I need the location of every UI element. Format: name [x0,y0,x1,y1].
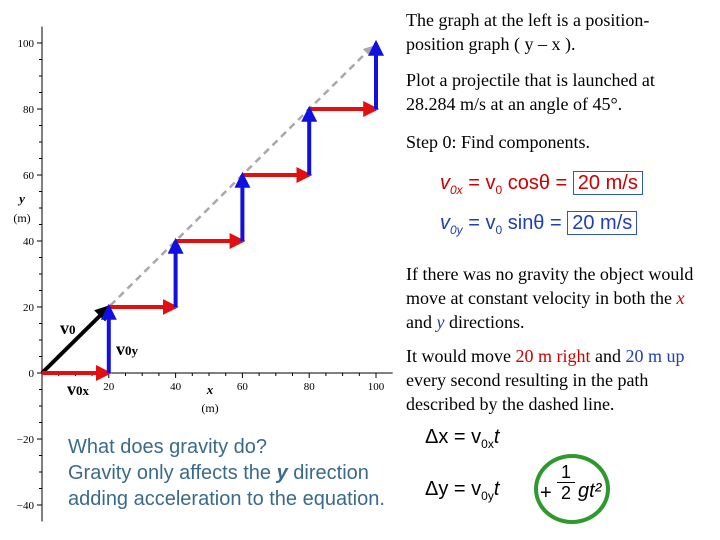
v0y-symbol: v [116,339,125,359]
no-gravity-part1: If there was no gravity the object would… [406,264,694,308]
gravity-answer: Gravity only affects the y direction add… [68,460,398,512]
gravity-answer-part1: Gravity only affects the [68,462,277,484]
dy-equation: Δy = v0yt [425,478,499,503]
v0y-eq-lhs-symbol: v [440,212,450,234]
v0-label: v0 [60,318,76,339]
v0y-eq-rhs: = v0 sinθ = [468,212,562,237]
x-tick-label: 40 [170,381,182,393]
no-gravity-x: x [676,288,685,308]
dy-eq-t: t [493,478,500,500]
gravity-question: What does gravity do? [68,436,267,458]
move-up: up [666,346,685,366]
y-tick-label: 20 [23,302,35,314]
v0y-eq-lhs: v0y [440,212,463,237]
v0x-eq-rhs-symbol: = v [468,172,496,194]
v0y-equation: v0y = v0 sinθ = 20 m/s [440,211,638,237]
gravity-fraction: 1 2 [557,462,575,503]
v0y-value-box: 20 m/s [567,211,638,235]
move-end: every second resulting in the path descr… [406,370,649,414]
y-tick-label: 100 [18,38,35,50]
y-tick-label: −40 [17,500,35,512]
no-gravity-y: y [436,312,445,332]
y-axis-unit: (m) [13,211,30,225]
x-tick-label: 80 [304,381,316,393]
v0x-eq-lhs: v0x [440,172,463,197]
v0x-value-box: 20 m/s [572,171,643,195]
no-gravity-text: If there was no gravity the object would… [406,262,706,334]
x-axis-label: x [206,382,214,397]
v0x-eq-rhs-sub: 0 [495,183,503,197]
dx-eq-sub: 0x [481,437,494,451]
v0x-label: v0x [67,379,89,400]
v0-subscript: 0 [69,322,76,337]
gravity-answer-y: y [276,462,288,484]
v0y-eq-rhs-symbol: = v [468,212,496,234]
y-axis-label: y [17,191,25,206]
intro-text: The graph at the left is a position-posi… [406,10,650,54]
position-position-graph: 100 80 60 40 20 0 −20 −40 20 40 60 80 100 y (m) x (m) [13,26,393,522]
x-tick-label: 60 [237,381,249,393]
dx-equation: Δx = v0xt [425,426,499,451]
tick-labels: 100 80 60 40 20 0 −20 −40 20 40 60 80 100 y (m) x (m) [13,38,384,512]
v0x-subscript: 0x [76,383,89,398]
v0-vector [40,304,112,375]
v0x-eq-rhs: = v0 cosθ = [468,172,568,197]
y-tick-label: 80 [23,104,35,116]
gravity-plus: + [540,482,552,504]
move-text: It would move 20 m right and 20 m up eve… [406,344,706,416]
step-vectors [40,39,384,381]
v0x-equation: v0x = v0 cosθ = 20 m/s [440,171,643,197]
y-tick-label: 40 [23,236,35,248]
y-tick-label: 0 [29,368,35,380]
move-and: and [590,346,626,366]
x-axis-unit: (m) [201,401,218,415]
v0y-label: v0y [116,339,138,360]
gravity-term: gt² [578,480,602,502]
fraction-denominator: 2 [557,482,575,503]
v0x-symbol: v [67,379,76,399]
no-gravity-end: directions. [444,312,525,332]
task-text: Plot a projectile that is launched at 28… [406,70,655,114]
gravity-answer-part2: direction adding acceleration to the equ… [68,462,385,510]
fraction-numerator: 1 [560,462,571,482]
move-up-value: 20 m [625,346,663,366]
x-tick-label: 20 [103,381,115,393]
step0-text: Step 0: Find components. [406,132,590,152]
no-gravity-and: and [406,312,437,332]
v0x-eq-lhs-sub: 0x [450,183,463,197]
dx-eq-lhs: Δx = v [425,426,482,448]
move-part1: It would move [406,346,516,366]
v0y-eq-rhs-sub: 0 [495,223,503,237]
x-tick-label: 100 [368,381,385,393]
gravity-term-circle [534,454,610,524]
v0y-subscript: 0y [125,343,138,358]
y-tick-label: 60 [23,170,35,182]
v0-symbol: v [60,318,69,338]
v0y-eq-trig: sinθ = [502,212,562,234]
y-tick-label: −20 [17,434,35,446]
dy-eq-lhs: Δy = v [425,478,482,500]
v0x-eq-lhs-symbol: v [440,172,450,194]
v0x-eq-trig: cosθ = [502,172,568,194]
move-right: 20 m right [515,346,591,366]
dy-eq-sub: 0y [481,489,494,503]
dx-eq-t: t [493,426,500,448]
v0y-eq-lhs-sub: 0y [450,223,463,237]
